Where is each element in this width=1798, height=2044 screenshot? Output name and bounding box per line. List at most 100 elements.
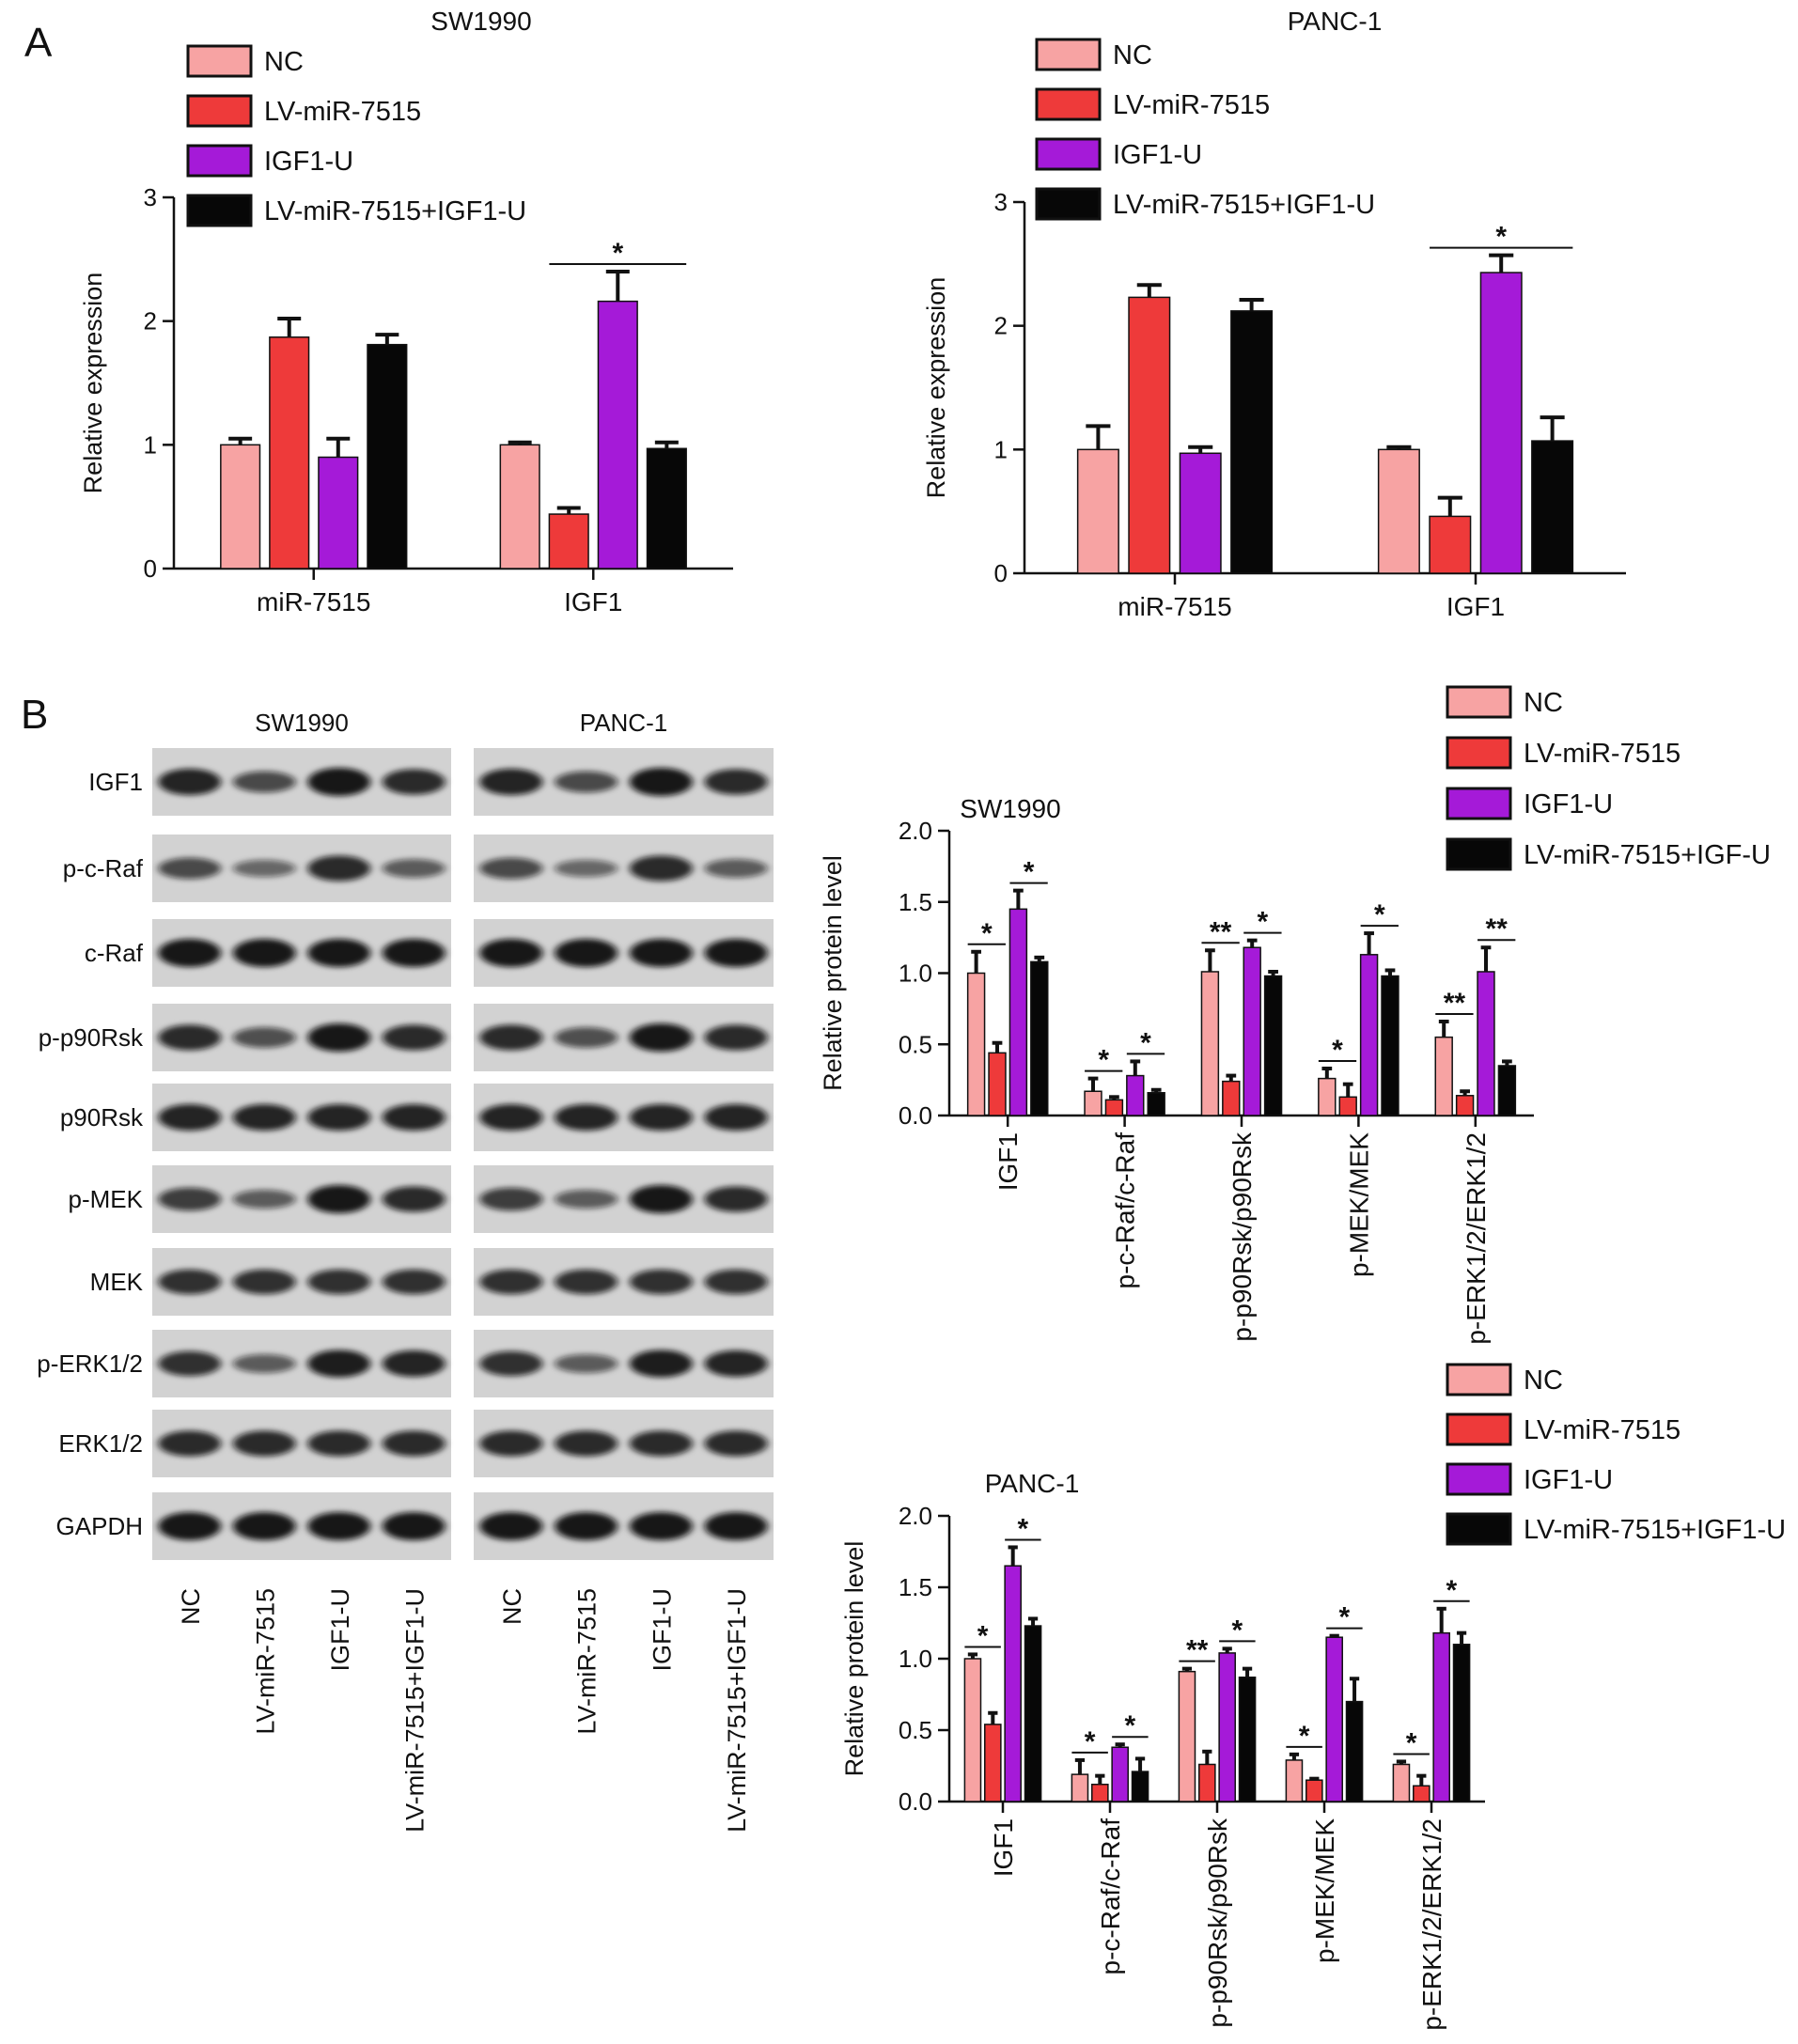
bar-lv-mir-7515-p-erk1-2-erk1-2 bbox=[1413, 1785, 1431, 1802]
blot-band bbox=[704, 1269, 768, 1295]
legend-swatch-lv-mir-7515 bbox=[1446, 736, 1512, 770]
bar-igf1-u-igf1 bbox=[1479, 272, 1523, 574]
blot-lane-label-lv-mir-7515-igf1-u: LV-miR-7515+IGF1-U bbox=[400, 1588, 429, 1833]
legend-swatch-igf1-u bbox=[186, 144, 253, 178]
blot-band bbox=[555, 939, 618, 967]
blot-strip-sw1990-p-c-raf bbox=[152, 835, 451, 902]
blot-band bbox=[629, 1103, 693, 1131]
y-axis-label: Relative protein level bbox=[840, 1541, 868, 1777]
significance-label: * bbox=[981, 918, 993, 949]
blot-row-label-p-erk1-2: p-ERK1/2 bbox=[37, 1350, 143, 1378]
blot-band bbox=[307, 855, 371, 882]
significance-label: * bbox=[1140, 1027, 1151, 1058]
bar-lv-mir-7515-igf-u-igf1 bbox=[1030, 960, 1049, 1116]
legend-label-nc: NC bbox=[264, 47, 304, 77]
blot-row-label-p90rsk: p90Rsk bbox=[60, 1103, 144, 1131]
bar-lv-mir-7515-igf1-u-p-c-raf-c-raf bbox=[1131, 1771, 1149, 1802]
bar-igf1-u-p-erk1-2-erk1-2 bbox=[1432, 1631, 1450, 1802]
blot-band bbox=[629, 1269, 693, 1295]
y-tick-label: 3 bbox=[994, 188, 1008, 216]
bar-lv-mir-7515-igf1-u-p-mek-mek bbox=[1345, 1700, 1364, 1802]
blot-band bbox=[555, 1189, 618, 1209]
blot-strip-panc-1-p-p90rsk bbox=[474, 1004, 774, 1071]
bar-igf1-u-p-mek-mek bbox=[1325, 1636, 1343, 1802]
legend-label-lv-mir-7515-igf-u: LV-miR-7515+IGF-U bbox=[1524, 840, 1771, 870]
y-tick-label: 0.5 bbox=[899, 1030, 932, 1058]
x-tick-label: p-p90Rsk/p90Rsk bbox=[1227, 1131, 1257, 1342]
blot-band bbox=[629, 1350, 693, 1378]
blot-band bbox=[158, 1269, 222, 1295]
y-tick-label: 0.0 bbox=[899, 1101, 932, 1130]
blot-row-label-igf1: IGF1 bbox=[88, 768, 143, 796]
western-blot: SW1990 PANC-1 IGF1 p-c-Raf c-Raf p-p90Rsk p90R… bbox=[37, 709, 774, 1833]
bar-nc-igf1 bbox=[963, 1658, 982, 1802]
blot-band bbox=[232, 1189, 296, 1209]
blot-band bbox=[479, 1187, 543, 1211]
blot-strip-panc-1-igf1 bbox=[474, 748, 774, 816]
blot-band bbox=[629, 939, 693, 967]
blot-band bbox=[382, 769, 446, 795]
significance-label: ** bbox=[1210, 916, 1232, 947]
bar-lv-mir-7515-igf-u-p-p90rsk-p90rsk bbox=[1263, 975, 1283, 1116]
legends-layer: NC LV-miR-7515 IGF1-U LV-miR-7515+IGF1-U NC L… bbox=[186, 38, 1786, 1546]
blot-row-label-p-c-raf: p-c-Raf bbox=[63, 854, 144, 882]
bar-nc-p-erk1-2-erk1-2 bbox=[1392, 1763, 1411, 1802]
bar-igf1-u-p-c-raf-c-raf bbox=[1111, 1746, 1129, 1802]
blot-band bbox=[629, 768, 693, 796]
y-axis-label: Relative expression bbox=[922, 277, 950, 499]
chart-b-panc-1: PANC-1 Relative protein level 0.0 0.5 1.0 1.5… bbox=[840, 1469, 1485, 2031]
bar-lv-mir-7515-igf1-u-p-erk1-2-erk1-2 bbox=[1452, 1644, 1471, 1802]
bar-nc-p-p90rsk-p90rsk bbox=[1178, 1670, 1196, 1802]
blot-band bbox=[479, 1512, 543, 1540]
y-tick-label: 1.0 bbox=[899, 1645, 932, 1673]
blot-lane-label-nc: NC bbox=[498, 1588, 526, 1625]
blot-band bbox=[555, 1353, 618, 1374]
blot-band bbox=[307, 1430, 371, 1457]
x-tick-label: miR-7515 bbox=[1118, 592, 1231, 621]
x-tick-label: p-MEK/MEK bbox=[1344, 1132, 1373, 1277]
significance-label: * bbox=[1098, 1045, 1109, 1076]
blot-band bbox=[382, 1186, 446, 1212]
blot-band bbox=[555, 1269, 618, 1295]
blot-band bbox=[382, 1024, 446, 1051]
bar-lv-mir-7515-igf-u-p-mek-mek bbox=[1381, 975, 1399, 1116]
legend-swatch-lv-mir-7515 bbox=[1035, 87, 1102, 121]
chart-title: SW1990 bbox=[960, 794, 1060, 823]
blot-strip-panc-1-c-raf bbox=[474, 919, 774, 987]
y-axis-label: Relative protein level bbox=[819, 855, 847, 1091]
blot-band bbox=[555, 1103, 618, 1131]
bar-lv-mir-7515-p-p90rsk-p90rsk bbox=[1198, 1763, 1216, 1802]
blot-band bbox=[307, 1350, 371, 1378]
blot-lane-label-nc: NC bbox=[177, 1588, 205, 1625]
chart-title: SW1990 bbox=[430, 7, 531, 36]
significance-label: * bbox=[977, 1620, 989, 1651]
bar-lv-mir-7515-p-c-raf-c-raf bbox=[1091, 1784, 1109, 1802]
bar-igf1-u-p-c-raf-c-raf bbox=[1126, 1074, 1145, 1116]
significance-label: * bbox=[1085, 1726, 1096, 1757]
panel-label-a: A bbox=[24, 20, 53, 66]
blot-band bbox=[555, 771, 618, 793]
x-tick-label: p-c-Raf/c-Raf bbox=[1111, 1132, 1140, 1289]
blot-band bbox=[382, 1269, 446, 1295]
blot-strip-sw1990-mek bbox=[152, 1248, 451, 1316]
legend-a-panc1: NC LV-miR-7515 IGF1-U LV-miR-7515+IGF1-U bbox=[1035, 38, 1375, 221]
significance-label: * bbox=[1299, 1721, 1310, 1752]
blot-band bbox=[479, 857, 543, 880]
bar-lv-mir-7515-p-mek-mek bbox=[1338, 1096, 1357, 1116]
legend-swatch-igf1-u bbox=[1446, 787, 1512, 820]
bar-lv-mir-7515-mir-7515 bbox=[1128, 296, 1171, 574]
bar-lv-mir-7515-igf1 bbox=[984, 1724, 1002, 1802]
y-tick-label: 1.5 bbox=[899, 888, 932, 916]
bar-lv-mir-7515-igf1-u-igf1 bbox=[1024, 1625, 1042, 1802]
blot-band bbox=[479, 768, 543, 796]
blot-strip-sw1990-p-erk1-2 bbox=[152, 1330, 451, 1397]
blot-strip-sw1990-c-raf bbox=[152, 919, 451, 987]
significance-label: * bbox=[1258, 907, 1269, 938]
blot-band bbox=[555, 1027, 618, 1048]
bar-lv-mir-7515-igf1-u-igf1 bbox=[646, 447, 687, 570]
blot-band bbox=[232, 1512, 296, 1540]
significance-label: * bbox=[1018, 1513, 1029, 1544]
legend-label-nc: NC bbox=[1524, 688, 1563, 718]
blot-band bbox=[704, 858, 768, 879]
blot-band bbox=[704, 1024, 768, 1051]
